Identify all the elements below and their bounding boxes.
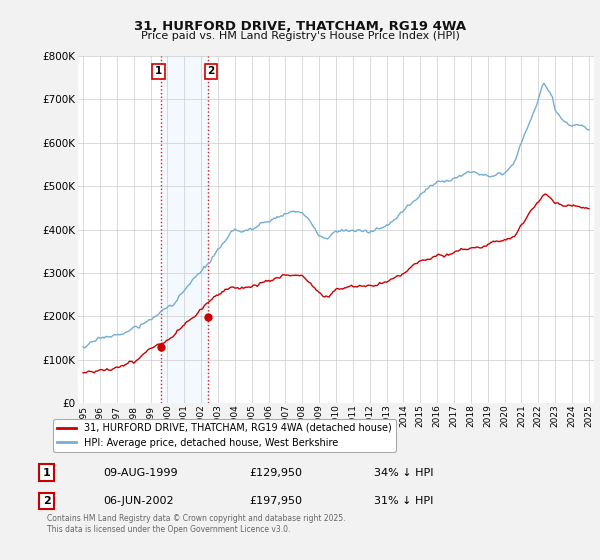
Text: 06-JUN-2002: 06-JUN-2002 — [103, 496, 173, 506]
Text: 31, HURFORD DRIVE, THATCHAM, RG19 4WA: 31, HURFORD DRIVE, THATCHAM, RG19 4WA — [134, 20, 466, 32]
Text: 1: 1 — [43, 468, 50, 478]
Text: 2: 2 — [43, 496, 50, 506]
Text: 09-AUG-1999: 09-AUG-1999 — [103, 468, 178, 478]
Text: Price paid vs. HM Land Registry's House Price Index (HPI): Price paid vs. HM Land Registry's House … — [140, 31, 460, 41]
Text: 31% ↓ HPI: 31% ↓ HPI — [374, 496, 433, 506]
Text: 1: 1 — [155, 67, 162, 76]
Text: 2: 2 — [207, 67, 214, 76]
Bar — [161, 56, 208, 403]
Text: £129,950: £129,950 — [250, 468, 302, 478]
Text: Contains HM Land Registry data © Crown copyright and database right 2025.
This d: Contains HM Land Registry data © Crown c… — [47, 514, 345, 534]
Text: 34% ↓ HPI: 34% ↓ HPI — [374, 468, 433, 478]
Text: £197,950: £197,950 — [250, 496, 302, 506]
Legend: 31, HURFORD DRIVE, THATCHAM, RG19 4WA (detached house), HPI: Average price, deta: 31, HURFORD DRIVE, THATCHAM, RG19 4WA (d… — [53, 419, 395, 452]
